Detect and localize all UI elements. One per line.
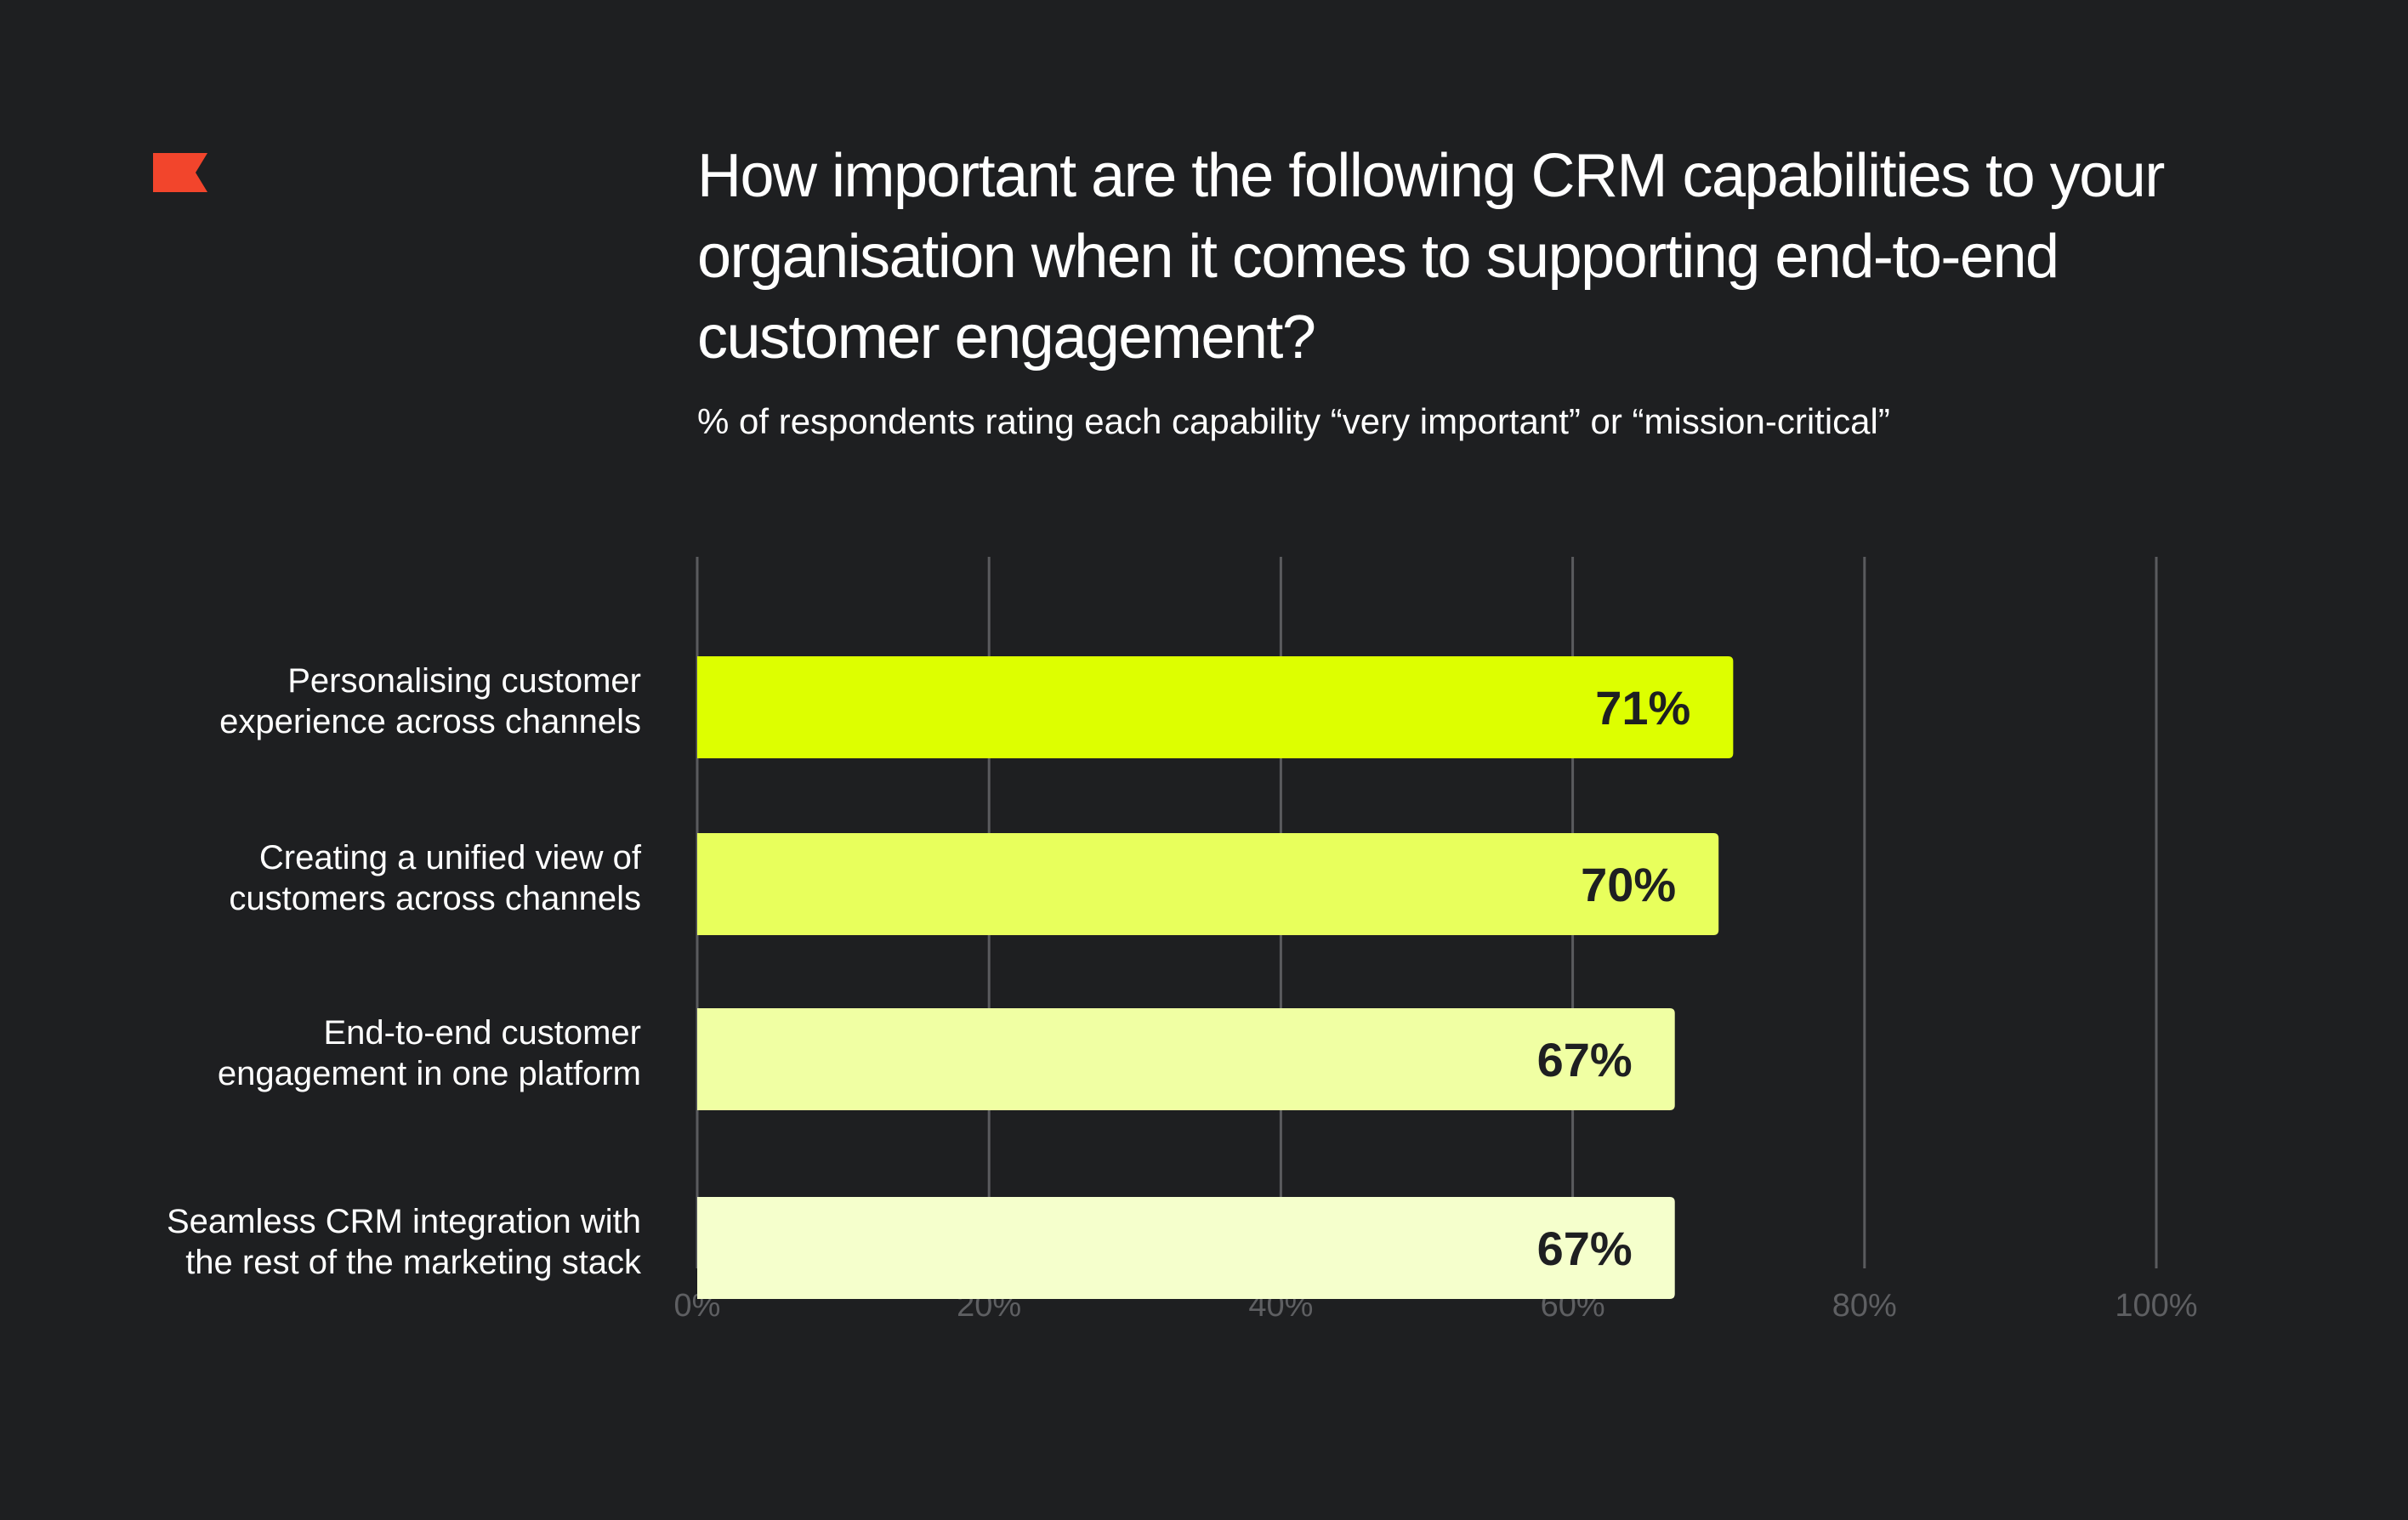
chart-title: How important are the following CRM capa…: [697, 142, 2165, 371]
bar: [697, 1197, 1675, 1299]
flag-icon: [153, 153, 207, 192]
category-label: customers across channels: [229, 880, 641, 917]
category-label: engagement in one platform: [218, 1055, 641, 1092]
category-label: Seamless CRM integration with: [167, 1203, 641, 1240]
bar-value-label: 67%: [1537, 1033, 1633, 1086]
chart-subtitle: % of respondents rating each capability …: [697, 401, 1890, 441]
bar: [697, 1008, 1675, 1110]
bar: [697, 833, 1719, 935]
bar-value-label: 67%: [1537, 1222, 1633, 1275]
category-label: experience across channels: [219, 703, 641, 740]
category-label: Personalising customer: [287, 662, 641, 700]
bar-value-label: 70%: [1581, 858, 1676, 911]
bar-value-label: 71%: [1595, 681, 1690, 734]
category-label: End-to-end customer: [323, 1014, 641, 1052]
bar: [697, 656, 1734, 758]
x-tick-label: 80%: [1832, 1288, 1897, 1324]
category-label: Creating a unified view of: [259, 839, 642, 876]
category-label: the rest of the marketing stack: [185, 1244, 642, 1281]
x-tick-label: 100%: [2115, 1288, 2197, 1324]
